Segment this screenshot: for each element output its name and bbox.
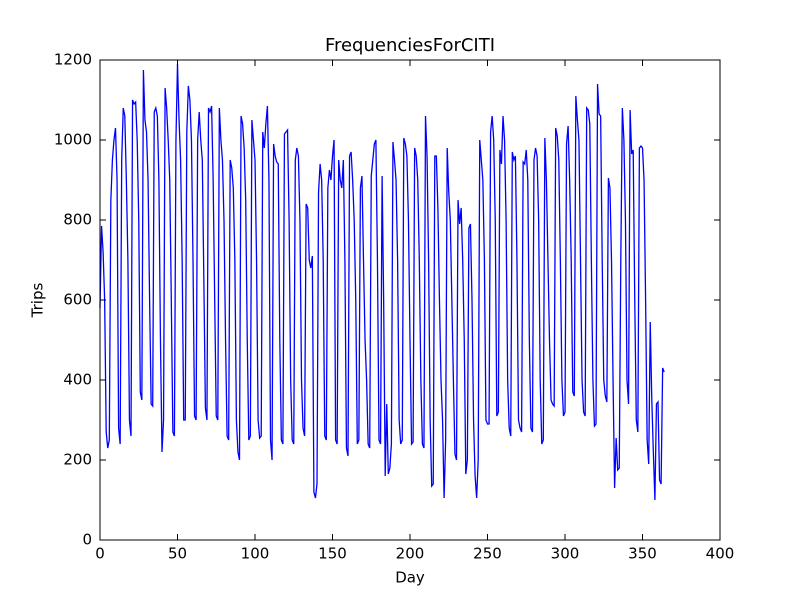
x-tick-label: 150 bbox=[318, 545, 347, 563]
y-tick-label: 1200 bbox=[54, 51, 92, 69]
plot-frame bbox=[99, 59, 721, 541]
y-tick-label: 200 bbox=[63, 451, 92, 469]
y-tick-label: 1000 bbox=[54, 131, 92, 149]
x-tick-label: 300 bbox=[551, 545, 580, 563]
y-axis-label: Trips bbox=[29, 283, 47, 319]
x-tick-label: 250 bbox=[473, 545, 502, 563]
data-line bbox=[99, 63, 665, 501]
x-tick-label: 100 bbox=[241, 545, 270, 563]
x-tick-label: 0 bbox=[95, 545, 105, 563]
y-tick-label: 800 bbox=[63, 211, 92, 229]
y-tick-label: 0 bbox=[82, 531, 92, 549]
x-axis-label: Day bbox=[395, 569, 425, 587]
chart-title: FrequenciesForCITI bbox=[325, 35, 495, 56]
y-tick-label: 400 bbox=[63, 371, 92, 389]
x-tick-label: 400 bbox=[706, 545, 735, 563]
x-tick-label: 200 bbox=[396, 545, 425, 563]
y-tick-label: 600 bbox=[63, 291, 92, 309]
x-tick-label: 50 bbox=[168, 545, 187, 563]
x-tick-label: 350 bbox=[628, 545, 657, 563]
